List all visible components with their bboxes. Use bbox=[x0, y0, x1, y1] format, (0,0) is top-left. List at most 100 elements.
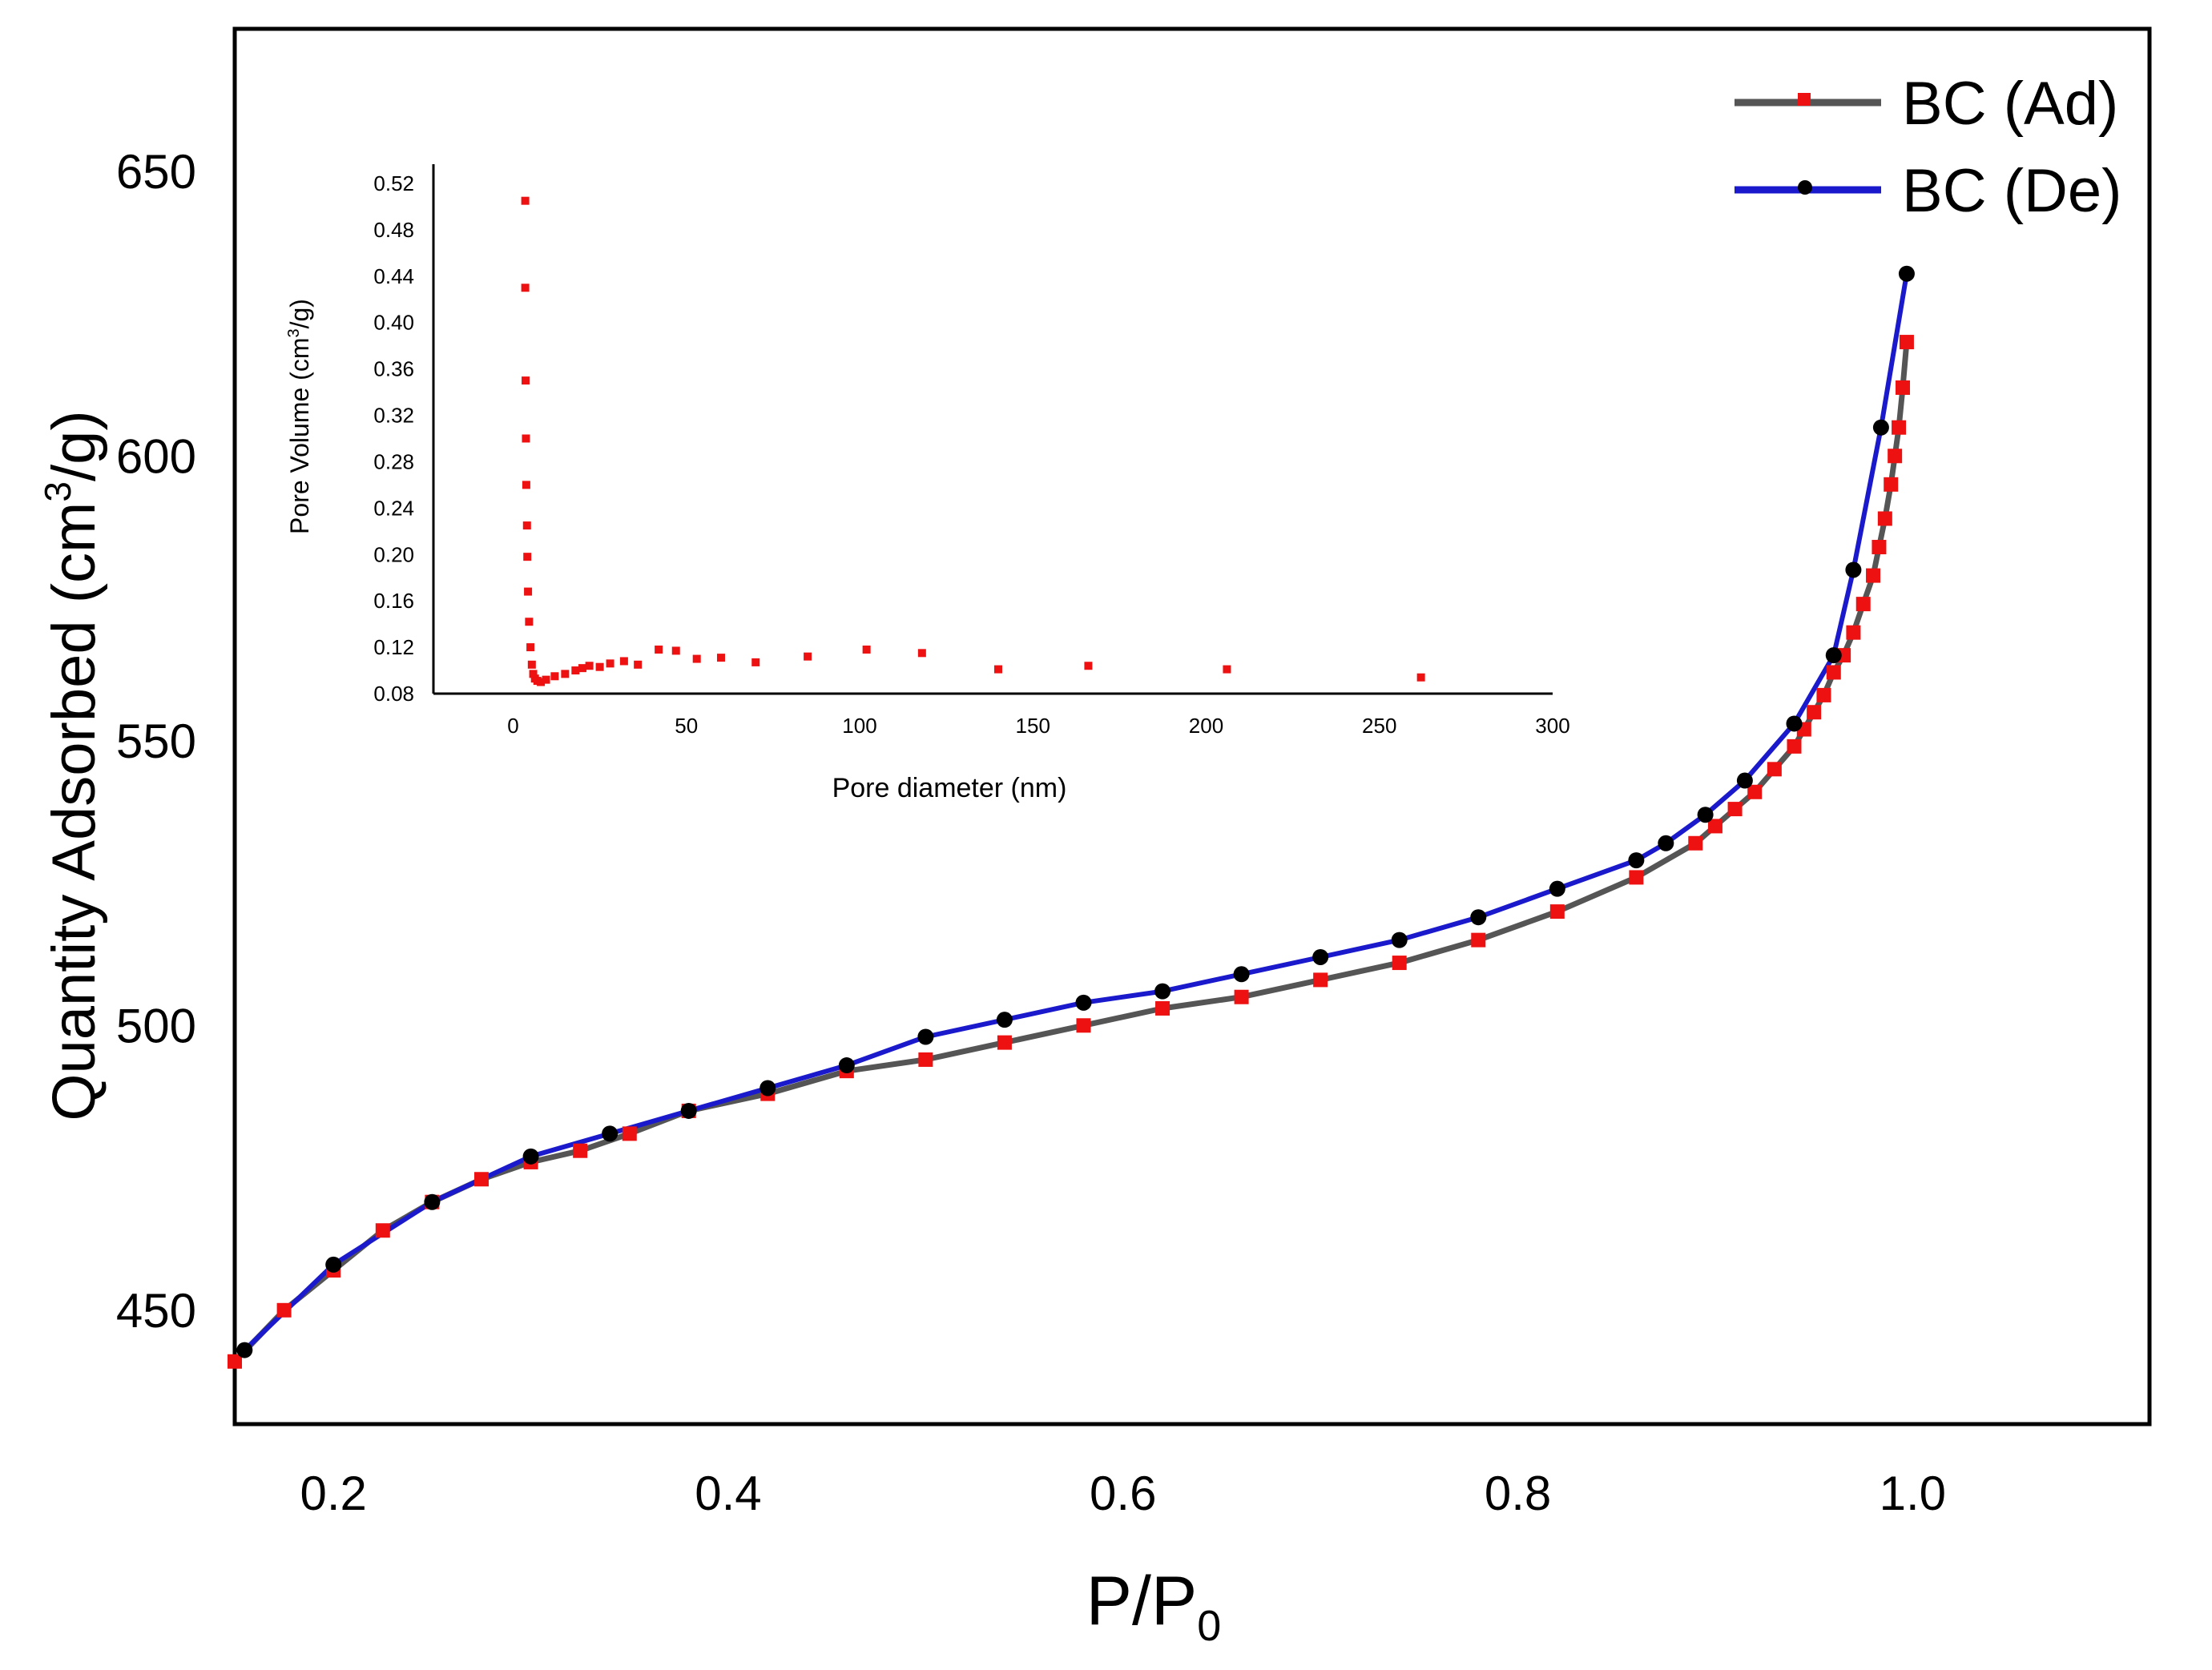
inset-y-tick-label: 0.36 bbox=[373, 357, 414, 381]
data-point-ad bbox=[375, 1223, 390, 1238]
inset-data-point bbox=[993, 665, 1002, 674]
data-point-de bbox=[325, 1256, 342, 1273]
legend: BC (Ad) BC (De) bbox=[1735, 70, 2121, 225]
data-point-ad bbox=[1549, 904, 1565, 920]
data-point-de bbox=[1233, 966, 1250, 983]
main-y-ticks: 450 500 550 600 650 bbox=[116, 145, 196, 1338]
data-point-de bbox=[1628, 852, 1645, 869]
inset-data-point bbox=[634, 660, 643, 669]
inset-data-point bbox=[692, 654, 701, 663]
data-point-ad bbox=[276, 1302, 292, 1318]
inset-x-ticks: 0 50 100 150 200 250 300 bbox=[507, 714, 1569, 738]
inset-data-point bbox=[619, 657, 628, 666]
data-point-ad bbox=[1855, 597, 1871, 612]
legend-swatch-marker-de bbox=[1798, 180, 1812, 195]
inset-y-tick-label: 0.32 bbox=[373, 404, 414, 428]
inset-data-point bbox=[751, 658, 760, 666]
inset-data-point bbox=[671, 646, 680, 655]
data-point-de bbox=[1872, 419, 1889, 436]
inset-y-tick-label: 0.20 bbox=[373, 542, 414, 566]
data-point-ad bbox=[1877, 511, 1892, 526]
data-point-de bbox=[236, 1342, 253, 1358]
inset-y-axis-title-text: Pore Volume (cm bbox=[285, 338, 314, 534]
inset-data-point bbox=[1223, 665, 1231, 674]
main-y-axis-title: Quantity Adsorbed (cm3/g) bbox=[37, 410, 108, 1121]
main-x-tick-label: 0.2 bbox=[300, 1467, 366, 1520]
inset-data-point bbox=[542, 675, 550, 684]
inset-data-point bbox=[529, 670, 538, 678]
data-point-de bbox=[838, 1057, 855, 1074]
data-point-ad bbox=[1076, 1018, 1091, 1033]
main-y-axis-title-superscript: 3 bbox=[37, 481, 79, 502]
data-point-ad bbox=[1727, 802, 1743, 817]
inset-data-point bbox=[561, 670, 570, 678]
data-point-ad bbox=[573, 1143, 588, 1158]
data-point-ad bbox=[1234, 989, 1249, 1004]
data-point-ad bbox=[1866, 568, 1881, 583]
inset-plot: 0 50 100 150 200 250 300 0.520.480.440.400.360… bbox=[285, 164, 1570, 803]
main-x-tick-label: 0.4 bbox=[695, 1467, 761, 1520]
data-point-de bbox=[917, 1028, 934, 1045]
data-point-ad bbox=[1629, 870, 1644, 885]
main-y-tick-label: 500 bbox=[116, 999, 196, 1052]
data-point-de bbox=[522, 1148, 539, 1165]
main-x-tick-label: 1.0 bbox=[1880, 1467, 1946, 1520]
inset-y-tick-label: 0.28 bbox=[373, 449, 414, 473]
inset-data-point bbox=[1084, 662, 1093, 670]
inset-data-point bbox=[523, 553, 532, 561]
inset-data-point bbox=[521, 196, 530, 205]
data-point-ad bbox=[1888, 449, 1903, 464]
inset-y-axis-title-tail: /g) bbox=[285, 299, 314, 328]
data-point-ad bbox=[1471, 932, 1486, 948]
main-y-axis-title-tail: /g) bbox=[40, 410, 108, 481]
data-point-ad bbox=[1155, 1000, 1170, 1016]
data-point-ad bbox=[1872, 540, 1887, 555]
data-point-ad bbox=[1892, 420, 1907, 435]
inset-y-tick-label: 0.44 bbox=[373, 264, 414, 288]
legend-label-de: BC (De) bbox=[1902, 157, 2121, 225]
data-point-ad bbox=[228, 1354, 242, 1369]
data-point-ad bbox=[1767, 762, 1782, 777]
data-point-de bbox=[1658, 835, 1674, 851]
data-point-de bbox=[1075, 994, 1092, 1011]
inset-y-tick-label: 0.08 bbox=[373, 682, 414, 706]
main-y-tick-label: 450 bbox=[116, 1284, 196, 1338]
inset-data-point bbox=[527, 660, 536, 669]
inset-data-point bbox=[537, 678, 546, 686]
inset-x-axis-title: Pore diameter (nm) bbox=[832, 773, 1067, 803]
data-point-ad bbox=[1807, 705, 1822, 720]
data-point-de bbox=[1549, 880, 1565, 897]
data-point-ad bbox=[1899, 335, 1914, 350]
inset-x-tick-label: 100 bbox=[842, 714, 876, 738]
main-x-axis-title: P/P0 bbox=[1086, 1563, 1222, 1650]
data-point-de bbox=[1898, 265, 1915, 282]
inset-data-point bbox=[526, 643, 535, 652]
inset-data-point bbox=[522, 376, 530, 385]
data-point-ad bbox=[1787, 738, 1802, 754]
inset-x-tick-label: 200 bbox=[1189, 714, 1223, 738]
inset-data-point bbox=[525, 618, 534, 626]
inset-y-ticks: 0.52 0.48 0.44 0.40 0.36 0.32 0.28 0.24 0.20 0.16… bbox=[373, 171, 414, 706]
data-point-ad bbox=[1392, 956, 1407, 971]
main-x-axis-title-subscript: 0 bbox=[1197, 1602, 1221, 1650]
inset-data-point bbox=[522, 434, 530, 443]
data-point-de bbox=[1312, 948, 1329, 965]
inset-data-point bbox=[862, 645, 871, 654]
inset-data-point bbox=[1416, 673, 1425, 682]
legend-item-de: BC (De) bbox=[1735, 157, 2121, 225]
inset-y-tick-label: 0.16 bbox=[373, 589, 414, 613]
data-point-de bbox=[1154, 983, 1171, 1000]
data-point-de bbox=[1825, 647, 1842, 664]
inset-y-tick-label: 0.48 bbox=[373, 218, 414, 242]
data-point-ad bbox=[1846, 625, 1861, 640]
data-point-ad bbox=[1826, 665, 1841, 680]
inset-y-axis-title: Pore Volume (cm3/g) bbox=[285, 299, 314, 534]
inset-data-point bbox=[571, 666, 580, 675]
data-point-de bbox=[680, 1102, 697, 1119]
data-point-ad bbox=[1707, 819, 1722, 834]
data-point-de bbox=[996, 1012, 1013, 1028]
data-point-ad bbox=[1884, 477, 1899, 492]
legend-item-ad: BC (Ad) bbox=[1735, 70, 2118, 138]
data-point-de bbox=[424, 1193, 441, 1210]
